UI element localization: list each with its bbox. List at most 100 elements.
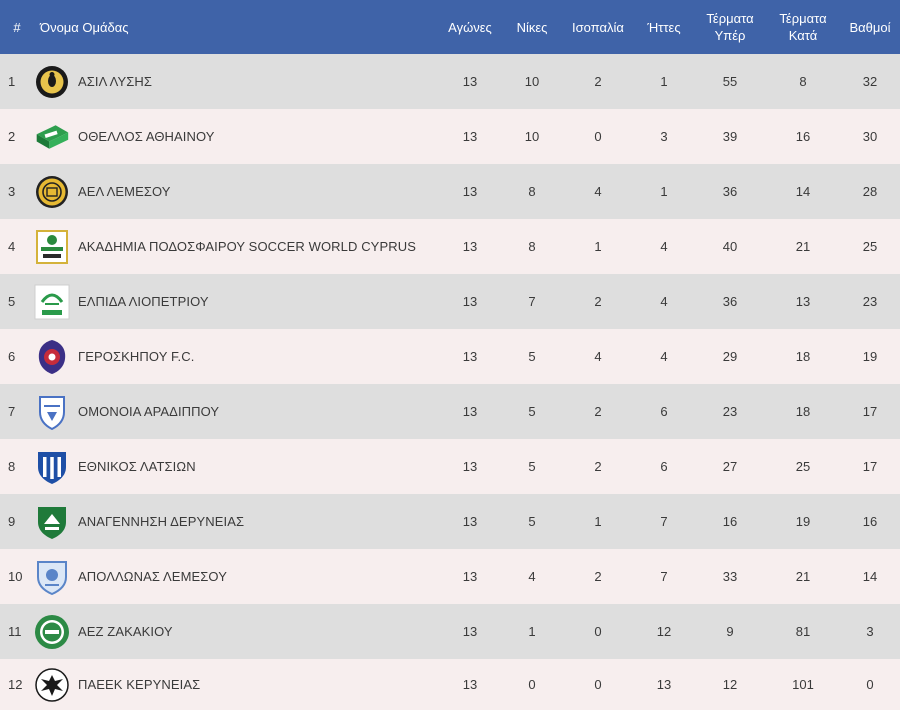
cell-wins: 8: [528, 184, 536, 199]
cell-draws: 1: [594, 239, 602, 254]
cell-pos: 10: [8, 569, 23, 584]
cell-losses: 7: [660, 569, 668, 584]
cell-ga: 18: [795, 349, 811, 364]
table-row: 5 ΕΛΠΙΔΑ ΛΙΟΠΕΤΡΙΟΥ 13 7 2 4 36 13 23: [0, 274, 900, 329]
cell-pos: 6: [8, 349, 16, 364]
cell-played: 13: [462, 459, 478, 474]
aez-crest-icon: [34, 614, 70, 650]
cell-wins: 4: [528, 569, 536, 584]
cell-pts: 16: [862, 514, 878, 529]
team-link[interactable]: ΠΑΕΕΚ ΚΕΡΥΝΕΙΑΣ: [34, 667, 438, 703]
cell-losses: 1: [660, 184, 668, 199]
cell-pos: 2: [8, 129, 16, 144]
cell-losses: 13: [656, 677, 672, 692]
cell-wins: 10: [524, 129, 540, 144]
team-link[interactable]: ΑΝΑΓΕΝΝΗΣΗ ΔΕΡΥΝΕΙΑΣ: [34, 504, 438, 540]
cell-wins: 5: [528, 404, 536, 419]
team-name: ΕΛΠΙΔΑ ΛΙΟΠΕΤΡΙΟΥ: [78, 294, 209, 309]
team-name: ΟΜΟΝΟΙΑ ΑΡΑΔΙΠΠΟΥ: [78, 404, 220, 419]
header-losses: Ήττες: [647, 19, 681, 35]
team-link[interactable]: ΑΣΙΛ ΛΥΣΗΣ: [34, 64, 438, 100]
cell-pts: 3: [866, 624, 874, 639]
cell-ga: 25: [795, 459, 811, 474]
cell-pos: 11: [8, 624, 22, 639]
geroskipou-crest-icon: [34, 339, 70, 375]
table-header-row: # Όνομα Ομάδας Αγώνες Νίκες Ισοπαλία Ήττ…: [0, 0, 900, 54]
cell-pts: 32: [862, 74, 878, 89]
cell-ga: 13: [795, 294, 811, 309]
team-name: ΑΚΑΔΗΜΙΑ ΠΟΔΟΣΦΑΙΡΟΥ SOCCER WORLD CYPRUS: [78, 239, 416, 254]
table-row: 1 ΑΣΙΛ ΛΥΣΗΣ 13 10 2 1 55 8 32: [0, 54, 900, 109]
cell-pts: 25: [862, 239, 878, 254]
table-row: 3 ΑΕΛ ΛΕΜΕΣΟΥ 13 8 4 1 36 14 28: [0, 164, 900, 219]
team-name: ΑΣΙΛ ΛΥΣΗΣ: [78, 74, 153, 89]
cell-gf: 33: [722, 569, 738, 584]
team-name: ΑΕΛ ΛΕΜΕΣΟΥ: [78, 184, 171, 199]
cell-pos: 3: [8, 184, 16, 199]
cell-wins: 0: [528, 677, 536, 692]
cell-draws: 0: [594, 677, 602, 692]
header-team-name: Όνομα Ομάδας: [40, 19, 129, 35]
cell-ga: 16: [795, 129, 811, 144]
cell-draws: 2: [594, 294, 602, 309]
cell-losses: 3: [660, 129, 668, 144]
team-name: ΟΘΕΛΛΟΣ ΑΘΗΑΙΝΟΥ: [78, 129, 215, 144]
cell-wins: 7: [528, 294, 536, 309]
team-link[interactable]: ΑΚΑΔΗΜΙΑ ΠΟΔΟΣΦΑΙΡΟΥ SOCCER WORLD CYPRUS: [34, 229, 438, 265]
cell-pts: 0: [866, 677, 874, 692]
cell-team: ΑΚΑΔΗΜΙΑ ΠΟΔΟΣΦΑΙΡΟΥ SOCCER WORLD CYPRUS: [34, 219, 438, 274]
team-link[interactable]: ΑΠΟΛΛΩΝΑΣ ΛΕΜΕΣΟΥ: [34, 559, 438, 595]
cell-played: 13: [462, 624, 478, 639]
cell-draws: 0: [594, 129, 602, 144]
cell-losses: 1: [660, 74, 668, 89]
header-pos: #: [13, 19, 21, 35]
team-link[interactable]: ΕΘΝΙΚΟΣ ΛΑΤΣΙΩΝ: [34, 449, 438, 485]
cell-pos: 9: [8, 514, 16, 529]
cell-losses: 12: [656, 624, 672, 639]
team-link[interactable]: ΑΕΖ ΖΑΚΑΚΙΟΥ: [34, 614, 438, 650]
team-link[interactable]: ΕΛΠΙΔΑ ΛΙΟΠΕΤΡΙΟΥ: [34, 284, 438, 320]
team-link[interactable]: ΓΕΡΟΣΚΗΠΟΥ F.C.: [34, 339, 438, 375]
team-link[interactable]: ΑΕΛ ΛΕΜΕΣΟΥ: [34, 174, 438, 210]
cell-team: ΓΕΡΟΣΚΗΠΟΥ F.C.: [34, 329, 438, 384]
cell-wins: 1: [528, 624, 536, 639]
cell-gf: 36: [722, 184, 738, 199]
cell-draws: 4: [594, 349, 602, 364]
cell-losses: 4: [660, 239, 668, 254]
cell-team: ΑΕΖ ΖΑΚΑΚΙΟΥ: [34, 604, 438, 659]
table-row: 11 ΑΕΖ ΖΑΚΑΚΙΟΥ 13 1 0 12 9 81 3: [0, 604, 900, 659]
cell-wins: 5: [528, 349, 536, 364]
cell-gf: 12: [722, 677, 738, 692]
ael-crest-icon: [34, 174, 70, 210]
cell-pts: 17: [862, 459, 878, 474]
cell-draws: 2: [594, 404, 602, 419]
anagennisi-crest-icon: [34, 504, 70, 540]
table-row: 8 ΕΘΝΙΚΟΣ ΛΑΤΣΙΩΝ 13 5 2 6 27 25 17: [0, 439, 900, 494]
cell-played: 13: [462, 349, 478, 364]
cell-played: 13: [462, 514, 478, 529]
cell-draws: 2: [594, 74, 602, 89]
cell-ga: 101: [792, 677, 814, 692]
cell-played: 13: [462, 239, 478, 254]
cell-team: ΠΑΕΕΚ ΚΕΡΥΝΕΙΑΣ: [34, 659, 438, 710]
team-name: ΕΘΝΙΚΟΣ ΛΑΤΣΙΩΝ: [78, 459, 196, 474]
team-name: ΑΕΖ ΖΑΚΑΚΙΟΥ: [78, 624, 173, 639]
cell-gf: 55: [722, 74, 738, 89]
cell-draws: 1: [594, 514, 602, 529]
paeek-crest-icon: [34, 667, 70, 703]
soccer-world-crest-icon: [34, 229, 70, 265]
cell-played: 13: [462, 569, 478, 584]
header-wins: Νίκες: [516, 19, 548, 35]
team-name: ΠΑΕΕΚ ΚΕΡΥΝΕΙΑΣ: [78, 677, 201, 692]
team-link[interactable]: ΟΘΕΛΛΟΣ ΑΘΗΑΙΝΟΥ: [34, 119, 438, 155]
cell-played: 13: [462, 74, 478, 89]
team-link[interactable]: ΟΜΟΝΟΙΑ ΑΡΑΔΙΠΠΟΥ: [34, 394, 438, 430]
cell-wins: 10: [524, 74, 540, 89]
table-row: 10 ΑΠΟΛΛΩΝΑΣ ΛΕΜΕΣΟΥ 13 4 2 7 33 21 14: [0, 549, 900, 604]
cell-pos: 12: [8, 677, 23, 692]
team-name: ΓΕΡΟΣΚΗΠΟΥ F.C.: [78, 349, 195, 364]
cell-losses: 7: [660, 514, 668, 529]
cell-team: ΑΕΛ ΛΕΜΕΣΟΥ: [34, 164, 438, 219]
table-row: 12 ΠΑΕΕΚ ΚΕΡΥΝΕΙΑΣ 13 0 0 13 12 101 0: [0, 659, 900, 710]
